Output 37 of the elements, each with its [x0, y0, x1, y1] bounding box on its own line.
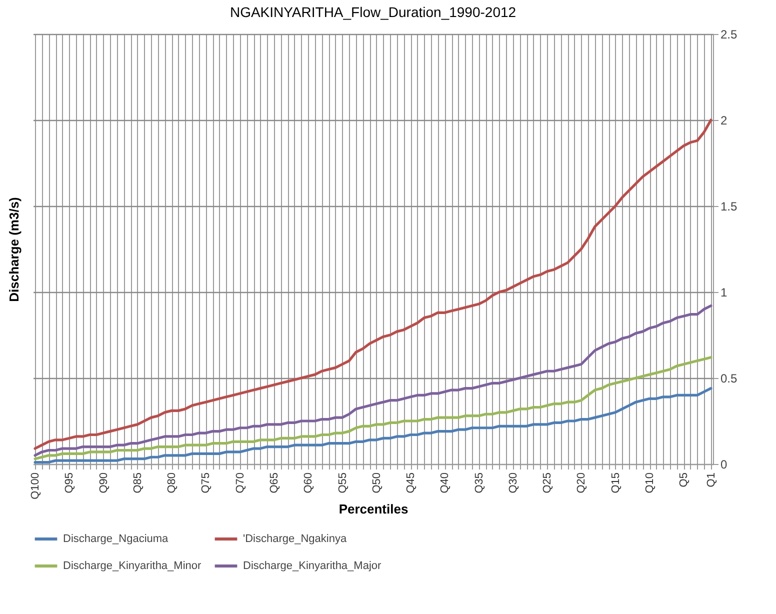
x-tick-label: Q50 — [370, 472, 383, 494]
x-tick-label: Q25 — [542, 472, 554, 494]
chart-title: NGAKINYARITHA_Flow_Duration_1990-2012 — [230, 4, 516, 20]
y-tick-label: 2 — [720, 114, 728, 128]
x-tick-label: Q5 — [678, 472, 690, 488]
legend-label: Discharge_Ngaciuma — [63, 533, 170, 545]
x-tick-label: Q20 — [576, 472, 588, 494]
x-tick-label: Q45 — [405, 472, 418, 494]
x-tick-label: Q85 — [132, 472, 144, 494]
legend-label: 'Discharge_Ngakinya — [243, 533, 348, 545]
legend-label: Discharge_Kinyaritha_Minor — [63, 560, 202, 572]
x-tick-label: Q40 — [439, 472, 452, 494]
line-series — [34, 356, 712, 460]
x-tick-label: Q80 — [166, 472, 178, 494]
x-tick-label: Q90 — [98, 472, 110, 494]
x-tick-label: Q35 — [473, 472, 486, 494]
x-tick-label: Q95 — [64, 472, 76, 494]
y-axis-title: Discharge (m3/s) — [6, 197, 22, 302]
x-tick-label: Q10 — [644, 472, 656, 494]
legend-label: Discharge_Kinyaritha_Major — [243, 560, 382, 572]
line-series — [34, 304, 712, 457]
x-tick-label: Q75 — [200, 472, 212, 494]
y-tick-label: 0.5 — [720, 372, 738, 386]
y-tick-label: 0 — [720, 458, 728, 472]
x-tick-label: Q70 — [234, 472, 246, 494]
y-tick-label: 1 — [720, 286, 728, 300]
x-tick-label: Q15 — [610, 472, 622, 494]
y-tick-label: 1.5 — [720, 200, 738, 214]
line-series — [34, 118, 712, 450]
x-tick-label: Q55 — [336, 472, 349, 494]
x-tick-label: Q1 — [705, 472, 718, 488]
x-tick-label: Q30 — [507, 472, 520, 494]
x-axis-title: Percentiles — [338, 501, 408, 516]
x-tick-label: Q100 — [30, 472, 42, 500]
x-tick-label: Q65 — [268, 472, 281, 494]
x-tick-label: Q60 — [302, 472, 315, 494]
y-tick-label: 2.5 — [720, 28, 738, 42]
